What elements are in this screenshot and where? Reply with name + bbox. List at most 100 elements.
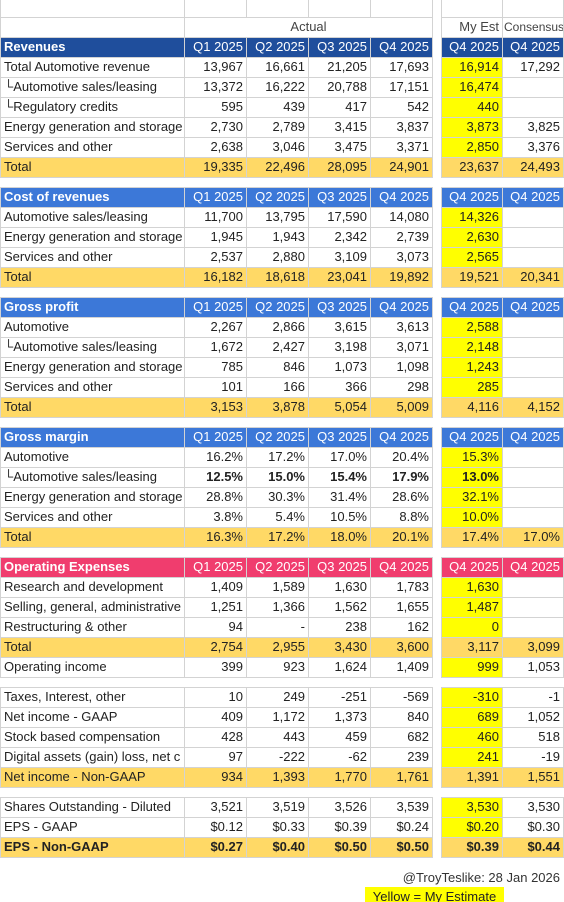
value-cell: 1,589 bbox=[246, 577, 309, 598]
row-label: Total bbox=[0, 157, 185, 178]
value-cell: $0.27 bbox=[184, 837, 247, 858]
row-label: Total bbox=[0, 637, 185, 658]
value-cell: 4,152 bbox=[502, 397, 564, 418]
row-label: Shares Outstanding - Diluted bbox=[0, 797, 185, 818]
row-label: Taxes, Interest, other bbox=[0, 687, 185, 708]
value-cell: $0.44 bbox=[502, 837, 564, 858]
value-cell: 459 bbox=[308, 727, 371, 748]
value-cell: 19,521 bbox=[441, 267, 503, 288]
value-cell: 24,901 bbox=[370, 157, 433, 178]
value-cell: 239 bbox=[370, 747, 433, 768]
value-cell: 3,530 bbox=[441, 797, 503, 818]
value-cell: $0.20 bbox=[441, 817, 503, 838]
grid-cell bbox=[441, 0, 503, 18]
value-cell: 1,409 bbox=[184, 577, 247, 598]
value-cell: 10 bbox=[184, 687, 247, 708]
row-label: Services and other bbox=[0, 507, 185, 528]
value-cell: 3,430 bbox=[308, 637, 371, 658]
column-header: Q4 2025 bbox=[502, 427, 564, 448]
value-cell: 2,880 bbox=[246, 247, 309, 268]
row-label: Automotive bbox=[0, 447, 185, 468]
value-cell: $0.50 bbox=[308, 837, 371, 858]
value-cell: 3,415 bbox=[308, 117, 371, 138]
value-cell bbox=[502, 377, 564, 398]
value-cell: 2,789 bbox=[246, 117, 309, 138]
row-label: Restructuring & other bbox=[0, 617, 185, 638]
value-cell: 8.8% bbox=[370, 507, 433, 528]
value-cell: 17,693 bbox=[370, 57, 433, 78]
value-cell: 3,376 bbox=[502, 137, 564, 158]
value-cell: 3,475 bbox=[308, 137, 371, 158]
value-cell: 5.4% bbox=[246, 507, 309, 528]
column-header: Q3 2025 bbox=[308, 187, 371, 208]
value-cell: 1,770 bbox=[308, 767, 371, 788]
grid-cell bbox=[246, 0, 309, 18]
value-cell: 1,098 bbox=[370, 357, 433, 378]
section-header: Revenues bbox=[0, 37, 185, 58]
value-cell: 97 bbox=[184, 747, 247, 768]
column-header: Q4 2025 bbox=[370, 187, 433, 208]
value-cell: 1,624 bbox=[308, 657, 371, 678]
column-header: Q2 2025 bbox=[246, 297, 309, 318]
row-label: Net income - GAAP bbox=[0, 707, 185, 728]
value-cell: 13,967 bbox=[184, 57, 247, 78]
value-cell: 2,638 bbox=[184, 137, 247, 158]
row-label: Services and other bbox=[0, 137, 185, 158]
value-cell: 16,474 bbox=[441, 77, 503, 98]
value-cell: 101 bbox=[184, 377, 247, 398]
value-cell: 440 bbox=[441, 97, 503, 118]
value-cell: -1 bbox=[502, 687, 564, 708]
value-cell: 17.2% bbox=[246, 447, 309, 468]
value-cell: 1,053 bbox=[502, 657, 564, 678]
value-cell: 17,292 bbox=[502, 57, 564, 78]
column-header: Q3 2025 bbox=[308, 557, 371, 578]
column-header: Q4 2025 bbox=[370, 37, 433, 58]
value-cell: 1,052 bbox=[502, 707, 564, 728]
value-cell: -251 bbox=[308, 687, 371, 708]
value-cell: 1,551 bbox=[502, 767, 564, 788]
value-cell: 15.0% bbox=[246, 467, 309, 488]
row-label: └Automotive sales/leasing bbox=[0, 337, 185, 358]
section-header: Gross profit bbox=[0, 297, 185, 318]
column-header: Q2 2025 bbox=[246, 557, 309, 578]
value-cell: 3,613 bbox=[370, 317, 433, 338]
row-label: └Regulatory credits bbox=[0, 97, 185, 118]
section-header: Operating Expenses bbox=[0, 557, 185, 578]
row-label: └Automotive sales/leasing bbox=[0, 467, 185, 488]
value-cell: 934 bbox=[184, 767, 247, 788]
value-cell: -222 bbox=[246, 747, 309, 768]
row-label: Energy generation and storage bbox=[0, 487, 185, 508]
value-cell: 1,393 bbox=[246, 767, 309, 788]
value-cell: 1,172 bbox=[246, 707, 309, 728]
value-cell: 3,837 bbox=[370, 117, 433, 138]
column-header: Q2 2025 bbox=[246, 427, 309, 448]
row-label: Automotive bbox=[0, 317, 185, 338]
value-cell: 30.3% bbox=[246, 487, 309, 508]
column-header: Q4 2025 bbox=[502, 297, 564, 318]
value-cell: 17.2% bbox=[246, 527, 309, 548]
column-header: Q1 2025 bbox=[184, 427, 247, 448]
value-cell: 3,198 bbox=[308, 337, 371, 358]
value-cell: 23,041 bbox=[308, 267, 371, 288]
value-cell: 0 bbox=[441, 617, 503, 638]
value-cell: 3,600 bbox=[370, 637, 433, 658]
value-cell: 3,153 bbox=[184, 397, 247, 418]
value-cell: 439 bbox=[246, 97, 309, 118]
value-cell: 785 bbox=[184, 357, 247, 378]
row-label: Total bbox=[0, 527, 185, 548]
value-cell bbox=[502, 97, 564, 118]
value-cell: 1,487 bbox=[441, 597, 503, 618]
value-cell bbox=[502, 487, 564, 508]
value-cell: $0.39 bbox=[308, 817, 371, 838]
value-cell: 2,148 bbox=[441, 337, 503, 358]
value-cell: 18,618 bbox=[246, 267, 309, 288]
column-header: Q1 2025 bbox=[184, 37, 247, 58]
value-cell: 5,054 bbox=[308, 397, 371, 418]
value-cell: 366 bbox=[308, 377, 371, 398]
value-cell: 23,637 bbox=[441, 157, 503, 178]
value-cell: 2,739 bbox=[370, 227, 433, 248]
value-cell: 1,943 bbox=[246, 227, 309, 248]
value-cell: 241 bbox=[441, 747, 503, 768]
value-cell bbox=[502, 617, 564, 638]
value-cell: 3,109 bbox=[308, 247, 371, 268]
